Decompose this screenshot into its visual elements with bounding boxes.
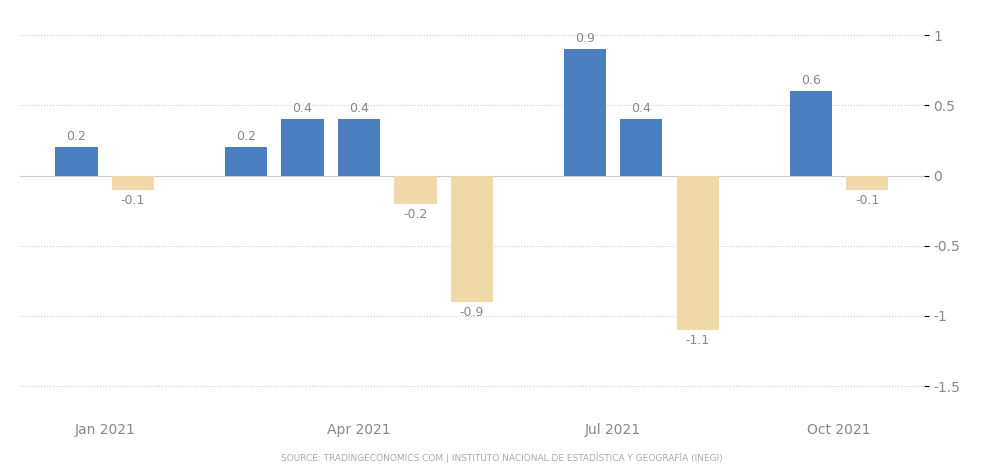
Text: -0.1: -0.1 — [855, 194, 879, 207]
Bar — [394, 176, 436, 204]
Bar — [225, 147, 267, 176]
Text: 0.4: 0.4 — [292, 102, 312, 115]
Text: -0.1: -0.1 — [120, 194, 145, 207]
Bar — [111, 176, 154, 190]
Text: 0.6: 0.6 — [800, 74, 819, 87]
Bar — [788, 91, 831, 176]
Bar — [846, 176, 888, 190]
Bar — [620, 119, 662, 176]
Bar — [563, 49, 606, 176]
Bar — [676, 176, 718, 330]
Text: -0.2: -0.2 — [403, 208, 427, 221]
Bar — [450, 176, 492, 302]
Text: 0.4: 0.4 — [631, 102, 651, 115]
Text: 0.2: 0.2 — [66, 130, 86, 143]
Text: 0.2: 0.2 — [236, 130, 256, 143]
Text: -0.9: -0.9 — [459, 306, 483, 319]
Bar — [337, 119, 380, 176]
Bar — [55, 147, 97, 176]
Text: 0.9: 0.9 — [575, 32, 594, 45]
Bar — [281, 119, 323, 176]
Text: 0.4: 0.4 — [349, 102, 368, 115]
Text: -1.1: -1.1 — [685, 334, 709, 347]
Text: SOURCE: TRADINGECONOMICS.COM | INSTITUTO NACIONAL DE ESTADÍSTICA Y GEOGRAFÍA (IN: SOURCE: TRADINGECONOMICS.COM | INSTITUTO… — [281, 453, 722, 463]
